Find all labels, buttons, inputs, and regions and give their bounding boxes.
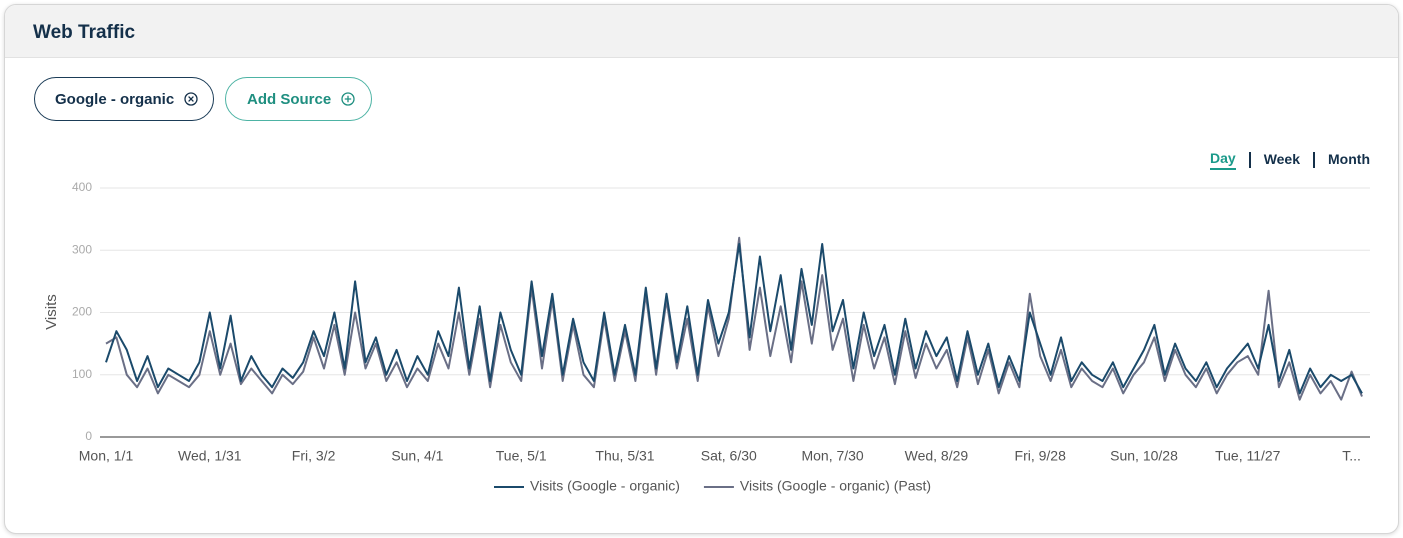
x-tick-label: Fri, 3/2 — [292, 448, 336, 464]
y-tick-label: 400 — [72, 180, 92, 194]
period-day[interactable]: Day — [1210, 150, 1236, 170]
y-tick-label: 100 — [72, 367, 92, 381]
card-header: Web Traffic — [5, 5, 1398, 58]
x-tick-label: T... — [1342, 448, 1361, 464]
button-label: Add Source — [247, 90, 332, 108]
y-tick-label: 200 — [72, 305, 92, 319]
remove-icon[interactable] — [184, 92, 198, 106]
legend-label: Visits (Google - organic) — [530, 478, 680, 494]
x-tick-label: Fri, 9/28 — [1015, 448, 1067, 464]
x-tick-label: Mon, 7/30 — [801, 448, 863, 464]
x-tick-label: Tue, 5/1 — [496, 448, 547, 464]
period-week[interactable]: Week — [1263, 151, 1301, 167]
source-chip[interactable]: Google - organic — [34, 77, 214, 121]
separator — [1248, 152, 1251, 168]
web-traffic-card: Web Traffic Google - organic Add Source … — [4, 4, 1399, 534]
period-month[interactable]: Month — [1328, 151, 1370, 167]
x-tick-label: Thu, 5/31 — [595, 448, 654, 464]
x-tick-label: Wed, 8/29 — [905, 448, 969, 464]
x-tick-label: Tue, 11/27 — [1215, 448, 1281, 464]
separator — [1313, 152, 1316, 168]
y-axis-label: Visits — [43, 294, 60, 330]
add-source-button[interactable]: Add Source — [225, 77, 372, 121]
x-tick-label: Sat, 6/30 — [701, 448, 757, 464]
add-icon — [341, 92, 355, 106]
x-tick-label: Sun, 4/1 — [391, 448, 443, 464]
card-title: Web Traffic — [33, 22, 136, 43]
series-line — [105, 243, 1363, 395]
y-tick-label: 0 — [85, 429, 92, 443]
legend-label: Visits (Google - organic) (Past) — [740, 478, 931, 494]
x-tick-label: Wed, 1/31 — [178, 448, 242, 464]
y-tick-label: 300 — [72, 242, 92, 256]
period-toggle: Day Week Month — [1210, 150, 1370, 170]
x-tick-label: Sun, 10/28 — [1110, 448, 1178, 464]
x-tick-label: Mon, 1/1 — [79, 448, 134, 464]
chip-label: Google - organic — [55, 90, 175, 108]
